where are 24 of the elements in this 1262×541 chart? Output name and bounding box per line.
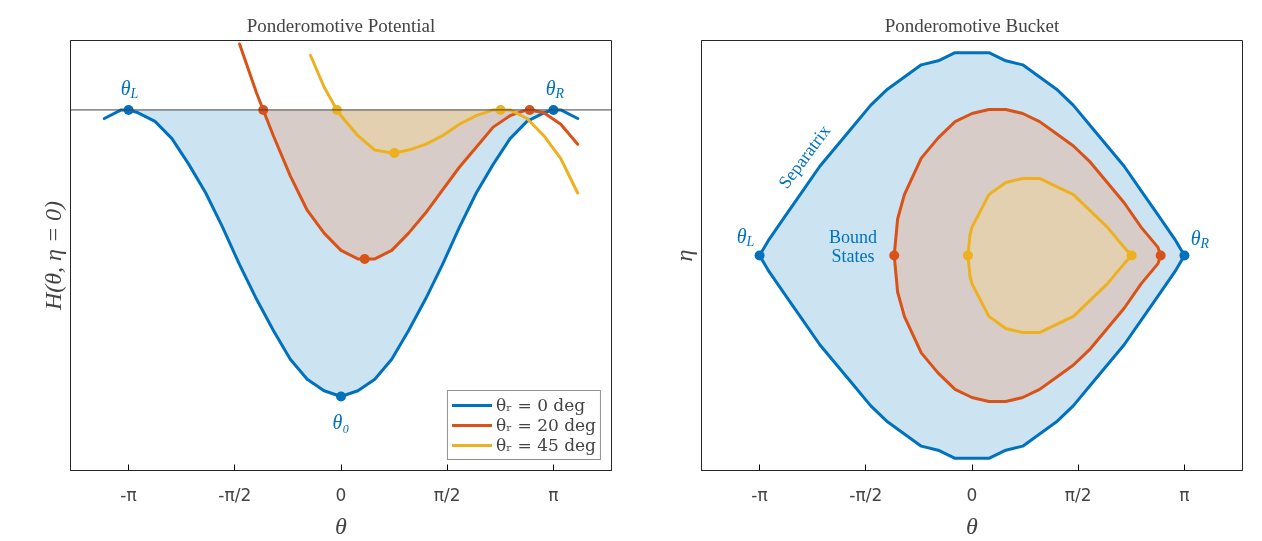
x-tick-label: 0 [335,484,347,505]
x-tick-label: -π/2 [849,484,883,505]
point [389,147,400,158]
y-axis-title: H(θ, η = 0) [39,200,66,312]
x-tick-label: π [548,484,559,505]
x-tick-label: π [1179,484,1190,505]
x-axis-title: θ [335,512,348,539]
legend-label: θᵣ = 20 deg [495,415,596,435]
x-tick-label: π/2 [433,484,461,505]
x-tick-label: -π [120,484,137,505]
legend-label: θᵣ = 45 deg [495,435,596,455]
point [336,391,346,402]
x-tick-label: -π/2 [218,484,252,505]
chart-title: Ponderomotive Bucket [884,14,1061,36]
chart-title: Ponderomotive Potential [246,14,436,36]
point [359,253,370,264]
annotation: Bound States [828,227,877,267]
annotation: θ₀ [332,411,350,434]
x-tick-label: -π [751,484,768,505]
x-tick-label: π/2 [1064,484,1092,505]
x-axis-title: θ [966,512,979,539]
x-tick-label: 0 [966,484,978,505]
legend-label: θᵣ = 0 deg [495,395,586,415]
y-axis-title: η [670,249,697,262]
